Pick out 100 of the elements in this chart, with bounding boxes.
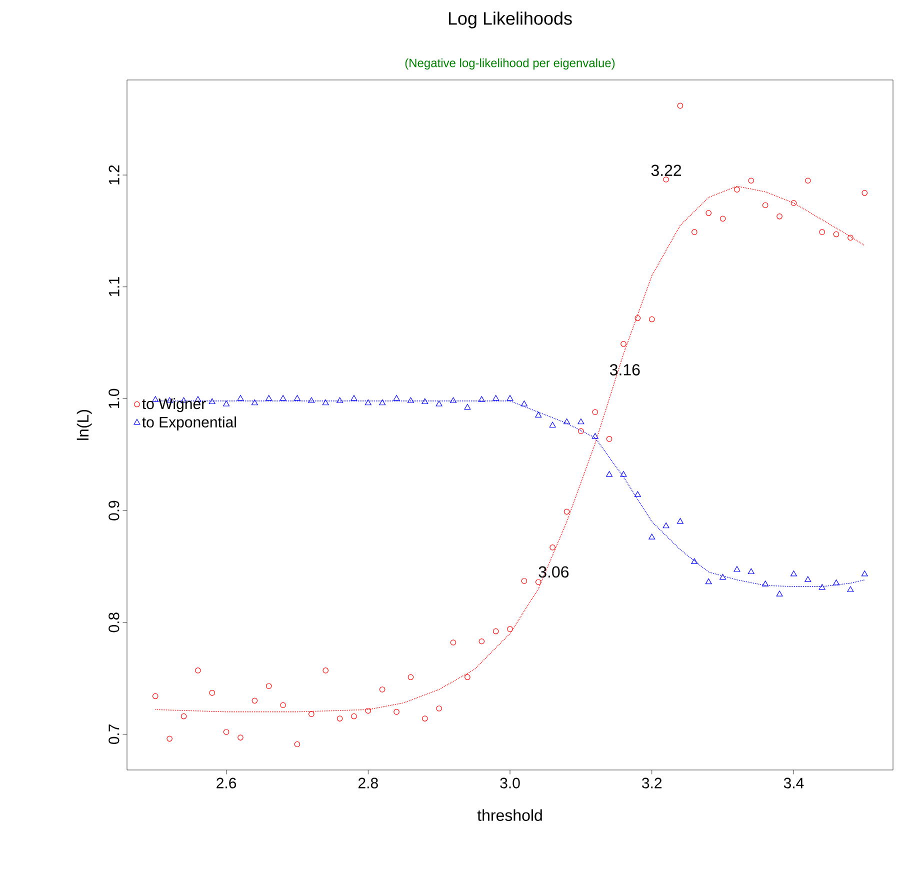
point bbox=[266, 395, 272, 401]
point bbox=[521, 578, 528, 584]
point bbox=[606, 436, 612, 442]
point bbox=[336, 397, 344, 403]
point bbox=[336, 716, 343, 722]
point bbox=[280, 395, 286, 401]
point bbox=[550, 544, 556, 550]
point bbox=[450, 397, 457, 403]
point bbox=[294, 395, 300, 401]
point bbox=[776, 590, 783, 596]
y-tick-label: 1.2 bbox=[108, 165, 120, 184]
point bbox=[818, 584, 826, 590]
point bbox=[535, 412, 542, 418]
point bbox=[833, 580, 840, 586]
point bbox=[734, 566, 740, 572]
y-tick-label: 0.9 bbox=[108, 500, 120, 520]
point bbox=[748, 568, 754, 574]
point bbox=[450, 640, 456, 646]
point bbox=[408, 674, 414, 680]
point bbox=[407, 397, 414, 403]
point bbox=[251, 399, 258, 406]
point bbox=[506, 395, 514, 401]
point bbox=[223, 729, 230, 735]
point bbox=[478, 638, 485, 644]
point bbox=[790, 200, 797, 206]
point bbox=[379, 686, 386, 692]
point bbox=[365, 708, 372, 714]
point bbox=[648, 534, 656, 540]
point bbox=[776, 214, 782, 220]
point bbox=[620, 471, 627, 477]
point bbox=[208, 398, 216, 404]
point bbox=[564, 508, 570, 515]
point bbox=[861, 570, 868, 576]
x-tick-label: 3.0 bbox=[500, 778, 520, 788]
y-tick-label: 1.1 bbox=[108, 277, 120, 296]
point bbox=[677, 102, 684, 109]
point bbox=[223, 400, 230, 406]
point bbox=[592, 409, 598, 416]
point bbox=[634, 315, 641, 322]
point bbox=[464, 404, 471, 410]
point bbox=[720, 574, 726, 580]
point bbox=[748, 178, 754, 184]
point bbox=[152, 693, 158, 700]
legend-label: to Wigner bbox=[142, 398, 206, 412]
point bbox=[805, 178, 811, 184]
chart-title: Log Likelihoods bbox=[448, 12, 572, 28]
point bbox=[790, 570, 797, 576]
point bbox=[436, 400, 442, 406]
point bbox=[422, 398, 428, 404]
point bbox=[350, 395, 358, 401]
point bbox=[166, 736, 172, 742]
point bbox=[662, 522, 670, 528]
point bbox=[364, 399, 372, 406]
point bbox=[237, 395, 244, 401]
point bbox=[676, 518, 684, 524]
point bbox=[862, 190, 868, 196]
x-tick-label: 3.2 bbox=[642, 778, 662, 788]
point bbox=[252, 698, 258, 704]
point bbox=[322, 399, 329, 406]
point bbox=[535, 579, 542, 586]
y-axis-title: ln(L) bbox=[76, 410, 92, 440]
point bbox=[833, 231, 840, 238]
point bbox=[634, 491, 641, 497]
point bbox=[847, 586, 854, 592]
point bbox=[478, 396, 485, 402]
point bbox=[620, 341, 626, 347]
x-axis-title: threshold bbox=[477, 809, 542, 821]
y-tick-label: 1.0 bbox=[108, 388, 120, 408]
annotation: 3.06 bbox=[538, 566, 569, 578]
point bbox=[520, 400, 528, 406]
x-tick-label: 2.6 bbox=[216, 778, 236, 788]
y-tick-label: 0.7 bbox=[108, 724, 120, 744]
point bbox=[308, 711, 314, 717]
point bbox=[492, 628, 499, 634]
point bbox=[379, 399, 386, 406]
chart-subtitle: (Negative log-likelihood per eigenvalue) bbox=[405, 58, 615, 70]
legend-label: to Exponential bbox=[142, 416, 236, 430]
point bbox=[492, 395, 500, 401]
point bbox=[195, 668, 201, 674]
point bbox=[692, 229, 698, 235]
point bbox=[351, 713, 357, 720]
point bbox=[266, 683, 272, 690]
point bbox=[606, 471, 613, 477]
point bbox=[507, 626, 513, 632]
point bbox=[720, 216, 726, 222]
annotation: 3.22 bbox=[651, 164, 682, 176]
y-tick-label: 0.8 bbox=[108, 612, 120, 632]
point bbox=[734, 186, 740, 192]
point bbox=[280, 702, 286, 708]
point bbox=[209, 690, 216, 696]
point bbox=[464, 674, 470, 680]
x-tick-label: 2.8 bbox=[358, 778, 378, 788]
point bbox=[762, 580, 769, 586]
point bbox=[848, 234, 854, 241]
x-tick-label: 3.4 bbox=[784, 778, 804, 788]
point bbox=[691, 558, 698, 564]
point bbox=[705, 578, 712, 584]
point bbox=[706, 210, 712, 216]
point bbox=[578, 428, 584, 434]
point bbox=[294, 741, 300, 748]
